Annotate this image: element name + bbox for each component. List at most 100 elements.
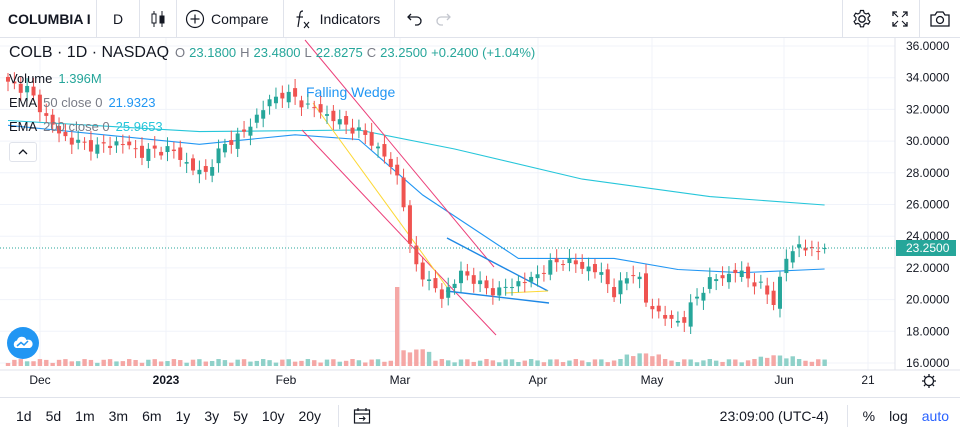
candle bbox=[273, 87, 278, 109]
compare-button[interactable]: Compare bbox=[177, 0, 283, 38]
candle bbox=[382, 134, 387, 164]
range-button-20y[interactable]: 20y bbox=[298, 407, 322, 424]
candle bbox=[305, 94, 310, 109]
time-axis[interactable]: Dec 2023 Feb Mar Apr May Jun 21 bbox=[29, 373, 875, 387]
settings-button[interactable] bbox=[843, 0, 881, 38]
candle bbox=[69, 131, 74, 155]
candle bbox=[497, 281, 502, 301]
legend-symbol-title[interactable]: COLB · 1D · NASDAQ bbox=[9, 44, 170, 61]
volume-bar bbox=[796, 359, 802, 366]
candle bbox=[95, 137, 100, 159]
volume-bar bbox=[75, 361, 81, 366]
wedge-lower-channel[interactable] bbox=[301, 129, 497, 336]
legend-close-value: 23.2500 bbox=[380, 45, 428, 60]
ema-200-line bbox=[7, 119, 825, 206]
legend-collapse-button[interactable] bbox=[9, 142, 37, 162]
volume-bar bbox=[401, 350, 406, 366]
candle bbox=[127, 135, 132, 150]
percent-scale-toggle[interactable]: % bbox=[862, 408, 876, 424]
volume-bar bbox=[350, 359, 355, 366]
candle bbox=[822, 243, 827, 254]
range-button-5d[interactable]: 5d bbox=[45, 407, 62, 424]
volume-bar bbox=[707, 359, 712, 366]
volume-bar bbox=[446, 360, 451, 366]
volume-bar bbox=[739, 362, 744, 366]
candle bbox=[573, 253, 578, 273]
log-scale-toggle[interactable]: log bbox=[889, 408, 908, 424]
legend-close-label: C bbox=[366, 45, 377, 60]
volume-bar bbox=[178, 360, 183, 366]
falling-wedge-drawing[interactable]: Falling Wedge bbox=[301, 39, 550, 336]
range-button-3y[interactable]: 3y bbox=[204, 407, 220, 424]
last-price-badge bbox=[896, 240, 956, 256]
symbol-search-button[interactable]: COLUMBIA I bbox=[8, 10, 91, 27]
legend-high-label: H bbox=[240, 45, 250, 60]
volume-bar bbox=[535, 360, 540, 366]
tradingview-logo[interactable] bbox=[7, 327, 39, 359]
candle bbox=[624, 271, 629, 291]
volume-bar bbox=[701, 360, 706, 366]
candle bbox=[618, 272, 623, 304]
wedge-connector-line[interactable] bbox=[312, 102, 450, 291]
candle bbox=[82, 137, 87, 150]
snapshot-button[interactable] bbox=[920, 0, 960, 38]
ema200-label: EMA bbox=[9, 118, 38, 134]
auto-scale-toggle[interactable]: auto bbox=[921, 408, 949, 424]
wedge-lower-line[interactable] bbox=[445, 290, 550, 304]
candle bbox=[490, 278, 495, 305]
camera-icon bbox=[930, 11, 950, 27]
volume-bar bbox=[803, 360, 808, 366]
candle bbox=[344, 110, 349, 135]
legend-ema200-row[interactable]: EMA 200 close 0 25.9653 bbox=[9, 114, 539, 138]
indicators-button[interactable]: Indicators bbox=[284, 0, 395, 38]
volume-bar bbox=[637, 353, 642, 366]
candle bbox=[599, 262, 604, 283]
legend-ema50-row[interactable]: EMA 50 close 0 21.9323 bbox=[9, 90, 539, 114]
candle bbox=[726, 266, 731, 289]
candle bbox=[12, 72, 17, 90]
candle bbox=[280, 85, 285, 108]
range-button-6m[interactable]: 6m bbox=[142, 407, 162, 424]
volume-bar bbox=[548, 359, 553, 366]
axis-settings-button[interactable] bbox=[922, 374, 936, 388]
range-button-10y[interactable]: 10y bbox=[261, 407, 285, 424]
range-button-5y[interactable]: 5y bbox=[233, 407, 248, 424]
time-tick-label: Dec bbox=[29, 373, 50, 387]
chart-type-button[interactable] bbox=[140, 0, 176, 38]
range-button-1d[interactable]: 1d bbox=[16, 407, 32, 424]
wedge-mid-line[interactable] bbox=[504, 290, 549, 294]
volume-bar bbox=[280, 359, 285, 366]
wedge-label[interactable]: Falling Wedge bbox=[306, 84, 395, 100]
price-chart[interactable]: Falling Wedge 36.0000 34.0000 32.0000 30.00… bbox=[0, 38, 960, 397]
fx-icon bbox=[296, 9, 310, 28]
volume-bar bbox=[299, 360, 304, 366]
undo-button[interactable] bbox=[401, 0, 429, 38]
clock-time[interactable]: 23:09:00 (UTC-4) bbox=[719, 408, 829, 424]
candle bbox=[675, 311, 680, 327]
candle bbox=[656, 298, 661, 319]
price-axis[interactable]: 36.0000 34.0000 32.0000 30.0000 28.0000 26.00… bbox=[906, 39, 950, 370]
volume-bar bbox=[363, 362, 368, 366]
candle bbox=[478, 271, 483, 293]
candle bbox=[771, 281, 776, 311]
fullscreen-button[interactable] bbox=[881, 0, 919, 38]
gear-icon-spokes bbox=[922, 374, 936, 388]
goto-date-button[interactable] bbox=[349, 407, 375, 425]
candle bbox=[88, 130, 93, 161]
legend-volume-row[interactable]: Volume 1.396M bbox=[9, 66, 539, 90]
range-button-1m[interactable]: 1m bbox=[75, 407, 95, 424]
volume-bar bbox=[273, 362, 279, 366]
volume-bar bbox=[127, 359, 132, 366]
range-button-1y[interactable]: 1y bbox=[175, 407, 191, 424]
candle bbox=[688, 294, 693, 335]
volume-value: 1.396M bbox=[58, 70, 102, 86]
candle bbox=[752, 273, 757, 295]
candle bbox=[139, 137, 144, 166]
wedge-upper-channel[interactable] bbox=[304, 39, 495, 268]
volume-bar bbox=[158, 361, 164, 366]
range-button-3m[interactable]: 3m bbox=[108, 407, 129, 424]
redo-button[interactable] bbox=[429, 0, 457, 38]
volume-bar bbox=[688, 359, 693, 366]
volume-bar bbox=[490, 360, 496, 366]
interval-button[interactable]: D bbox=[112, 10, 124, 27]
